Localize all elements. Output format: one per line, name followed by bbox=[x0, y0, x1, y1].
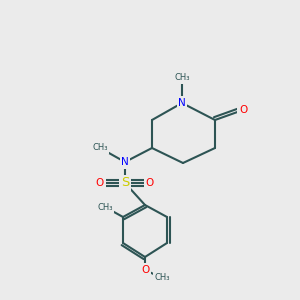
Text: N: N bbox=[121, 157, 129, 167]
Text: CH₃: CH₃ bbox=[97, 202, 113, 211]
Text: S: S bbox=[121, 176, 129, 190]
Text: O: O bbox=[96, 178, 104, 188]
Text: O: O bbox=[146, 178, 154, 188]
Text: CH₃: CH₃ bbox=[92, 143, 108, 152]
Text: O: O bbox=[239, 105, 247, 115]
Text: CH₃: CH₃ bbox=[154, 274, 170, 283]
Text: CH₃: CH₃ bbox=[174, 74, 190, 82]
Text: O: O bbox=[141, 265, 149, 275]
Text: N: N bbox=[178, 98, 186, 108]
